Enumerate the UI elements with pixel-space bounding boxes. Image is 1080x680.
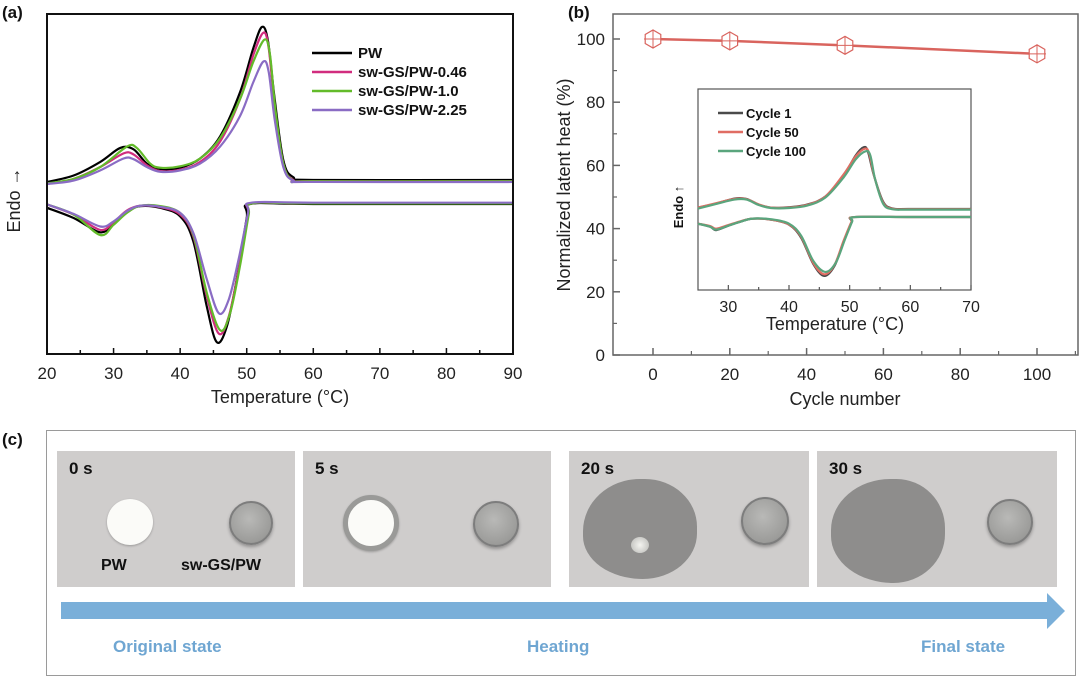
inset-legend-label: Cycle 1: [746, 106, 792, 121]
sample-label-sw-gs-pw: sw-GS/PW: [181, 557, 262, 574]
chart-a-x-tick-label: 80: [437, 364, 456, 383]
chart-a-x-tick-label: 70: [370, 364, 389, 383]
panel-label-b: (b): [568, 3, 590, 22]
photo-time: 0 s: [69, 459, 93, 478]
chart-a-x-tick-label: 60: [304, 364, 323, 383]
chart-b-x-tick-label: 40: [797, 365, 816, 384]
chart-a-legend-label: sw-GS/PW-1.0: [358, 83, 459, 100]
photo-30s: 30 s: [817, 451, 1057, 587]
chart-b-y-tick-label: 100: [577, 30, 605, 49]
chart-b-y-label: Normalized latent heat (%): [554, 78, 574, 291]
inset-legend-label: Cycle 50: [746, 125, 799, 140]
chart-b-x-tick-label: 60: [874, 365, 893, 384]
sw-gs-pw-sample: [987, 499, 1033, 545]
arrow-icon: [61, 593, 1065, 629]
inset-y-label: Endo ↑: [671, 186, 686, 229]
residual-pw: [631, 537, 649, 553]
photo-20s: 20 s: [569, 451, 809, 587]
photo-time: 30 s: [829, 459, 863, 478]
stage-final: Final state: [921, 637, 1006, 656]
chart-a-legend-label: sw-GS/PW-0.46: [358, 64, 467, 81]
inset-x-tick-label: 70: [962, 299, 980, 316]
inset-curves: [697, 145, 972, 278]
chart-a-x-tick-label: 90: [504, 364, 523, 383]
chart-a-series-0-cooling: [46, 201, 513, 344]
photo-0s: 0 s PW sw-GS/PW: [57, 451, 295, 587]
chart-a-x-tick-label: 20: [38, 364, 57, 383]
chart-a-curves: [46, 25, 514, 344]
chart-a: 20 30 40 50 60 70 80 90 Temperature (°C) Endo →…: [4, 13, 523, 407]
melted-pw: [831, 479, 945, 583]
inset-series-2-cooling: [697, 215, 971, 274]
stage-original: Original state: [113, 637, 222, 656]
chart-a-legend: PW sw-GS/PW-0.46 sw-GS/PW-1.0 sw-GS/PW-2.25: [312, 45, 467, 119]
sw-gs-pw-sample: [229, 501, 273, 545]
inset-ticks: 30 40 50 60 70: [719, 285, 980, 316]
charts-svg: 20 30 40 50 60 70 80 90 Temperature (°C) Endo →…: [4, 13, 1079, 409]
panel-c-container: 0 s PW sw-GS/PW 5 s 20 s 30 s Original s…: [46, 430, 1076, 676]
chart-a-legend-label: sw-GS/PW-2.25: [358, 102, 467, 119]
photo-time: 20 s: [581, 459, 615, 478]
chart-b-inset: 30 40 50 60 70 Temperature (°C) Endo ↑ Cycle…: [671, 88, 980, 334]
chart-a-series-2-cooling: [46, 201, 513, 332]
chart-b-series: [644, 29, 1046, 64]
chart-b-x-tick-label: 80: [951, 365, 970, 384]
stage-heating: Heating: [527, 637, 590, 656]
chart-a-x-label: Temperature (°C): [211, 387, 349, 407]
chart-a-y-label: Endo →: [4, 167, 24, 232]
chart-b-y-tick-label: 40: [586, 220, 605, 239]
inset-series-2-heating: [697, 149, 972, 211]
sw-gs-pw-sample: [473, 501, 519, 547]
chart-b-x-tick-label: 20: [720, 365, 739, 384]
sample-label-pw: PW: [101, 557, 127, 574]
chart-a-x-ticks: 20 30 40 50 60 70 80 90: [38, 348, 523, 383]
chart-a-series-3-cooling: [46, 200, 513, 316]
chart-a-series-3-heating: [46, 60, 514, 186]
inset-x-tick-label: 60: [901, 299, 919, 316]
chart-b-x-tick-label: 100: [1023, 365, 1051, 384]
chart-b-y-tick-label: 60: [586, 156, 605, 175]
heating-arrow: [61, 593, 1065, 629]
inset-legend-label: Cycle 100: [746, 144, 806, 159]
pw-sample: [107, 499, 153, 545]
photo-time: 5 s: [315, 459, 339, 478]
inset-legend: Cycle 1 Cycle 50 Cycle 100: [718, 106, 806, 159]
sw-gs-pw-sample: [741, 497, 789, 545]
pw-sample: [343, 495, 399, 551]
chart-a-x-tick-label: 40: [171, 364, 190, 383]
chart-b-y-tick-label: 80: [586, 93, 605, 112]
chart-a-series-0-heating: [46, 25, 514, 184]
melted-pw: [583, 479, 697, 579]
panel-label-c: (c): [2, 430, 23, 449]
inset-x-tick-label: 40: [780, 299, 798, 316]
panel-label-a: (a): [2, 3, 23, 22]
chart-b-line: [652, 37, 1038, 56]
inset-x-tick-label: 30: [719, 299, 737, 316]
photo-5s: 5 s: [303, 451, 551, 587]
chart-b: 0 20 40 60 80 100 0 20 40 60 80 100 Cycle number No…: [554, 13, 1079, 409]
chart-b-x-tick-label: 0: [648, 365, 657, 384]
chart-b-y-tick-label: 0: [596, 346, 605, 365]
chart-b-ticks: 0 20 40 60 80 100 0 20 40 60 80 100: [577, 30, 1077, 384]
chart-b-x-label: Cycle number: [789, 389, 900, 409]
chart-a-x-tick-label: 50: [237, 364, 256, 383]
chart-a-x-tick-label: 30: [104, 364, 123, 383]
chart-a-legend-label: PW: [358, 45, 383, 62]
inset-x-label: Temperature (°C): [766, 314, 904, 334]
chart-b-y-tick-label: 20: [586, 283, 605, 302]
inset-x-tick-label: 50: [841, 299, 859, 316]
